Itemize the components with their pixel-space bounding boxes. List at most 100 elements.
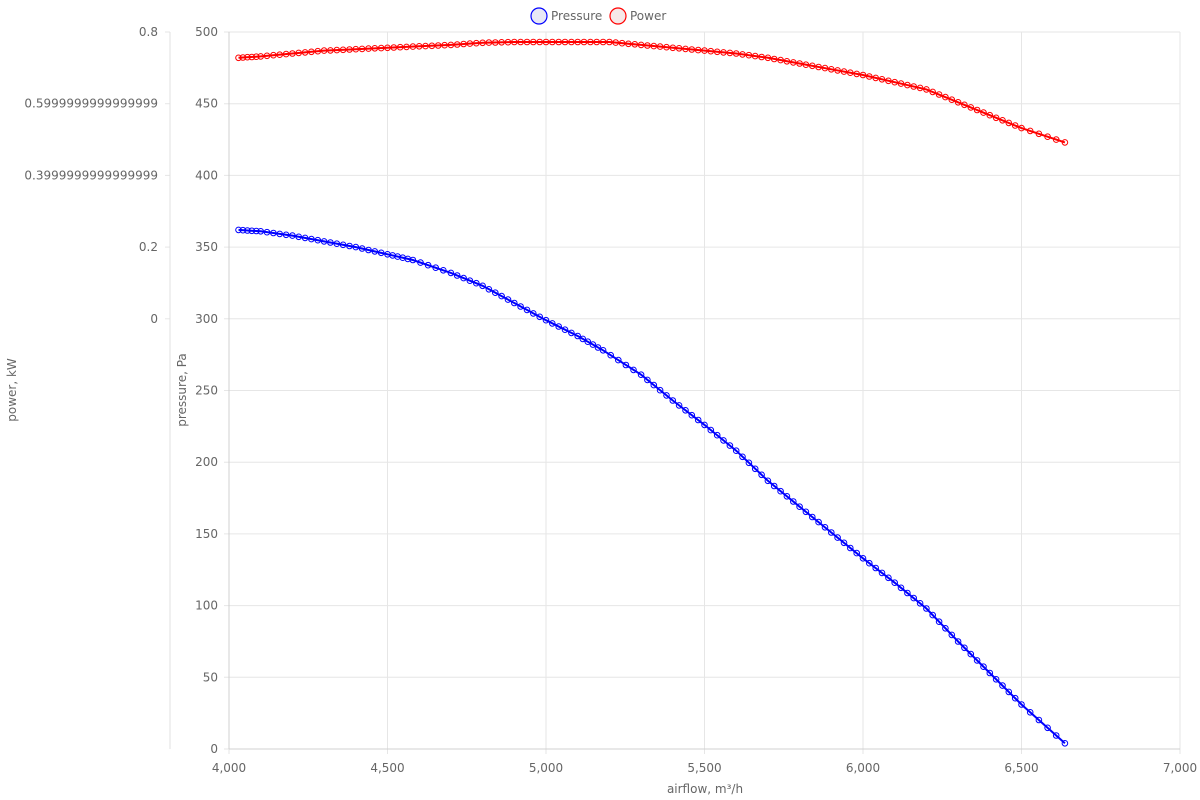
series-point [650,381,658,389]
series-point [935,618,943,626]
y-axis-title-power: power, kW [5,358,19,422]
legend-swatch-pressure [530,7,548,25]
series-point [897,80,905,87]
legend-item-pressure[interactable]: Pressure [530,7,602,25]
series-point [441,41,448,49]
series [235,38,1069,747]
series-point [790,59,797,66]
series-point [739,51,746,58]
series-point [751,52,759,60]
series-point [282,231,290,239]
series-point [713,431,721,439]
series-point [244,227,251,234]
y-tick-label-pressure: 250 [195,384,218,398]
series-point [770,482,778,490]
series-point [561,326,569,334]
series-pressure [235,226,1069,747]
series-point [579,335,587,343]
series-point [790,498,797,505]
series-point [333,46,341,54]
series-point [432,264,440,272]
series-point [631,41,639,48]
series-point [764,477,772,485]
series-point [929,88,937,96]
series-point [942,93,949,101]
series-point [466,277,474,285]
series-point [593,38,601,46]
x-tick-label: 6,500 [1004,761,1038,775]
y-tick-label-pressure: 300 [195,312,218,326]
series-point [796,503,803,511]
series-point [751,465,759,473]
series-point [460,274,467,282]
series-point [409,43,417,50]
series-point [248,227,256,235]
series-point [248,53,256,61]
series-point [346,242,353,250]
series-point [415,43,423,50]
series-point [568,38,575,46]
series-point [961,644,968,652]
series-point [637,371,645,379]
series-point [885,574,892,582]
series-point [999,682,1006,689]
series-point [580,38,588,46]
series-point [923,86,930,93]
series-point [365,45,372,52]
series-point [688,46,696,53]
series-point [682,407,689,414]
x-tick-label: 4,500 [370,761,404,775]
series-point [561,38,569,46]
series-point [352,45,360,53]
series-point [656,386,664,394]
y-tick-label-pressure: 150 [195,527,218,541]
series-point [276,51,284,59]
series-point [301,234,309,242]
series-power [235,38,1069,146]
series-point [1052,136,1060,143]
series-point [295,49,303,57]
series-point [1011,694,1019,702]
series-point [1044,133,1051,140]
series-point [720,49,727,56]
series-point [622,361,630,369]
series-point [390,44,398,51]
series-point [815,63,822,71]
series-point [669,44,677,52]
series-point [630,366,637,374]
series-point [973,657,981,664]
legend-item-power[interactable]: Power [609,7,666,25]
gridlines [165,31,1181,754]
series-point [504,38,512,46]
series-point [358,245,366,252]
series-point [263,52,271,60]
series-point [536,38,544,46]
series-point [872,74,880,82]
series-point [992,114,1000,122]
series-point [409,256,417,264]
series-point [346,46,353,53]
series-point [440,267,447,274]
series-point [403,43,410,51]
series-point [840,539,848,547]
series-point [682,45,689,53]
series-point [675,45,683,52]
tick-labels: 4,000 4,500 5,000 5,500 6,000 6,500 7,000 0 50 10… [24,25,1197,775]
series-point [707,47,715,55]
series-point [377,44,385,52]
y-tick-label-pressure: 100 [195,599,218,613]
series-point [878,76,886,83]
legend[interactable]: Pressure Power [530,7,666,25]
series-point [549,38,556,46]
y-tick-label-power: 0 [150,312,158,326]
series-point [320,238,328,245]
y-tick-label-power: 0.5999999999999999 [24,97,158,111]
series-point [701,47,708,54]
series-point [853,70,861,78]
series-point [802,61,810,68]
series-point [745,459,753,467]
series-point [878,569,886,577]
series-point [485,286,493,293]
series-point [992,676,1000,683]
y-axis-title-pressure: pressure, Pa [175,353,189,427]
